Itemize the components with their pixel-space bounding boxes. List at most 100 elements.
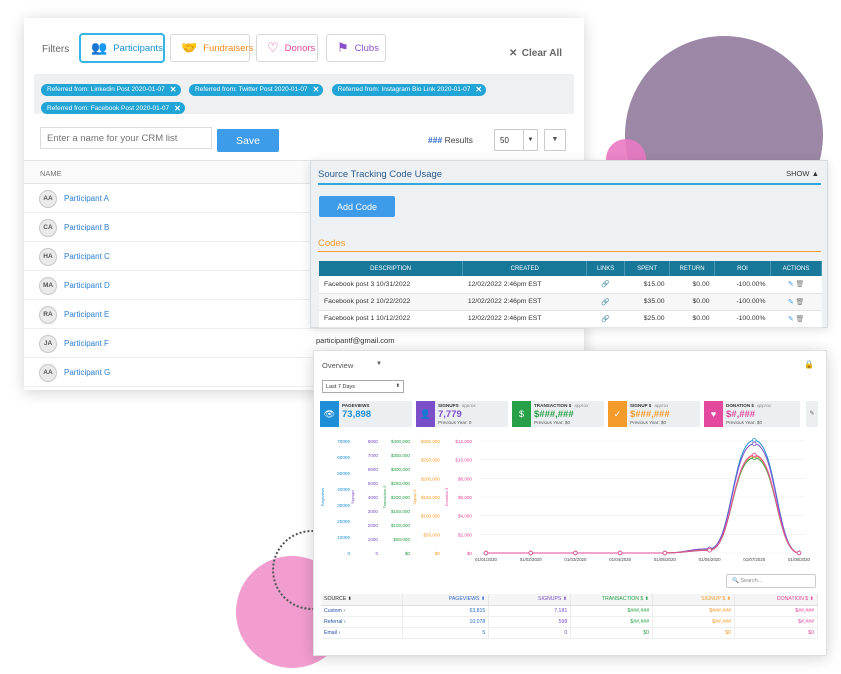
column-header-links[interactable]: LINKS — [586, 261, 626, 276]
search-input[interactable]: 🔍 Search... — [726, 574, 816, 588]
participant-name-link[interactable]: Participant E — [64, 310, 110, 319]
column-header-signup-dollars[interactable]: SIGNUP $ ⬍ — [652, 594, 736, 606]
kpi-label: SIGNUPS approx — [438, 403, 476, 408]
trash-icon[interactable]: 🗑 — [795, 281, 805, 289]
page-size-select[interactable]: 50 ▼ — [494, 129, 538, 151]
column-header-roi[interactable]: ROI — [714, 261, 771, 276]
kpi-label: SIGNUP $ approx — [630, 403, 668, 408]
avatar: JA — [39, 335, 57, 353]
handshake-icon: 🤝 — [181, 40, 198, 55]
table-row[interactable]: CA Participant B — [24, 213, 584, 242]
source-name[interactable]: Custom › — [321, 605, 404, 617]
link-icon[interactable]: 🔗 — [586, 276, 625, 294]
show-toggle[interactable]: SHOW ▲ — [786, 169, 819, 178]
edit-icon[interactable]: ✎ — [806, 401, 818, 427]
column-header-signups[interactable]: SIGNUPS ⬍ — [488, 594, 572, 606]
chevron-down-icon[interactable]: ▼ — [376, 361, 382, 367]
table-row[interactable]: Referral › 10,078 598 $##,### $##,### $#… — [321, 616, 818, 628]
table-row[interactable]: Email › 5 0 $0 $0 $0 — [321, 627, 818, 639]
avatar: AA — [39, 364, 57, 382]
trash-icon[interactable]: 🗑 — [795, 298, 805, 306]
column-header-created[interactable]: CREATED — [462, 261, 588, 276]
code-created: 12/02/2022 2:46pm EST — [462, 276, 587, 294]
participant-name-link[interactable]: Participant F — [64, 339, 109, 348]
table-row[interactable]: AA Participant G — [24, 358, 584, 387]
x-tick-label: 01/04/2020 — [609, 557, 632, 562]
kpi-card-transaction: $ TRANSACTION $ approx $###,### Previous … — [512, 401, 604, 427]
participant-name-link[interactable]: Participant C — [64, 252, 110, 261]
source-name[interactable]: Referral › — [321, 616, 404, 628]
code-description: Facebook post 1 10/12/2022 — [319, 310, 463, 328]
column-header-pageviews[interactable]: PAGEVIEWS ⬍ — [402, 594, 490, 606]
series-line — [486, 455, 800, 554]
edit-icon[interactable]: ✎ — [787, 281, 794, 289]
lock-icon[interactable]: 🔒 — [804, 360, 814, 369]
table-row[interactable]: HA Participant C — [24, 242, 584, 271]
table-row[interactable]: JA Participant F — [24, 329, 584, 358]
remove-chip-icon[interactable]: ✕ — [312, 85, 320, 94]
column-header-transaction[interactable]: TRANSACTION $ ⬍ — [570, 594, 654, 606]
tab-donors[interactable]: ♡ Donors — [256, 34, 318, 62]
filter-chip[interactable]: Referred from: Facebook Post 2020-01-07 ✕ — [41, 102, 185, 114]
clear-all-button[interactable]: ✕ Clear All — [509, 48, 564, 59]
y-tick-label: $10,000 — [455, 458, 472, 463]
source-transaction: $##,### — [570, 616, 654, 628]
code-description: Facebook post 2 10/22/2022 — [319, 293, 463, 311]
filter-chip[interactable]: Referred from: Linkedin Post 2020-01-07 ✕ — [41, 83, 181, 96]
participant-name-link[interactable]: Participant A — [64, 194, 109, 203]
filter-chip-label: Referred from: Twitter Post 2020-01-07 — [194, 86, 308, 93]
dollar-icon: $ — [512, 401, 531, 427]
edit-icon[interactable]: ✎ — [787, 315, 794, 323]
y-tick-label: $300,000 — [421, 439, 441, 444]
title-divider — [318, 183, 821, 185]
overview-dropdown[interactable]: Overview — [322, 361, 354, 370]
table-row[interactable]: Custom › 63,815 7,181 $###,### $###,### … — [321, 605, 818, 617]
y-tick-label: 5000 — [368, 481, 379, 486]
remove-chip-icon[interactable]: ✕ — [174, 103, 181, 113]
participant-name-link[interactable]: Participant B — [64, 223, 110, 232]
y-tick-label: $250,000 — [421, 458, 441, 463]
eye-icon: 👁 — [320, 401, 339, 427]
tab-participants[interactable]: 👥 Participants — [80, 34, 164, 62]
filter-chip[interactable]: Referred from: Instagram Bio Link 2020-0… — [331, 83, 487, 96]
x-tick-label: 01/06/2020 — [699, 557, 722, 562]
column-header-donation[interactable]: DONATION $ ⬍ — [734, 594, 818, 606]
link-icon[interactable]: 🔗 — [586, 293, 625, 311]
crm-list-name-input[interactable] — [40, 127, 212, 149]
column-header-actions[interactable]: ACTIONS — [770, 261, 822, 276]
clear-all-label: Clear All — [521, 48, 562, 59]
tab-clubs[interactable]: ⚑ Clubs — [326, 34, 386, 62]
source-name[interactable]: Email › — [321, 627, 404, 639]
filter-chip[interactable]: Referred from: Twitter Post 2020-01-07 ✕ — [188, 83, 324, 96]
kpi-value: $###,### — [534, 409, 574, 420]
source-signup-dollars: $##,### — [652, 616, 736, 628]
row-actions: ✎ 🗑 — [770, 276, 822, 294]
column-header-source[interactable]: SOURCE ⬍ — [321, 594, 404, 606]
edit-icon[interactable]: ✎ — [787, 298, 794, 306]
tab-fundraisers[interactable]: 🤝 Fundraisers — [170, 34, 253, 62]
chevron-down-icon: ▼ — [551, 136, 559, 143]
column-header-description[interactable]: DESCRIPTION — [319, 261, 464, 276]
series-line — [486, 443, 800, 554]
source-tracking-panel: Source Tracking Code Usage SHOW ▲ Add Co… — [310, 160, 828, 328]
kpi-label-text: SIGNUPS — [438, 403, 459, 408]
column-header-spent[interactable]: SPENT — [624, 261, 671, 276]
save-button[interactable]: Save — [217, 129, 279, 152]
link-icon[interactable]: 🔗 — [586, 310, 625, 328]
column-header-signups-label: SIGNUPS — [538, 596, 562, 603]
table-row[interactable]: RA Participant E — [24, 300, 584, 329]
remove-chip-icon[interactable]: ✕ — [475, 85, 483, 94]
table-row[interactable]: AA Participant A — [24, 184, 584, 213]
participant-name-link[interactable]: Participant G — [64, 368, 111, 377]
filter-chip-label: Referred from: Facebook Post 2020-01-07 — [47, 104, 170, 112]
trash-icon[interactable]: 🗑 — [795, 315, 805, 323]
add-code-button[interactable]: Add Code — [319, 196, 395, 217]
source-name-text: Custom — [324, 607, 342, 614]
column-options-button[interactable]: ▼ — [544, 129, 566, 151]
date-range-select[interactable]: Last 7 Days ⬍ — [322, 380, 404, 393]
remove-chip-icon[interactable]: ✕ — [169, 85, 177, 94]
column-header-return[interactable]: RETURN — [669, 261, 716, 276]
participant-name-link[interactable]: Participant D — [64, 281, 110, 290]
table-row[interactable]: MA Participant D — [24, 271, 584, 300]
y-tick-label: $6,000 — [458, 495, 472, 500]
